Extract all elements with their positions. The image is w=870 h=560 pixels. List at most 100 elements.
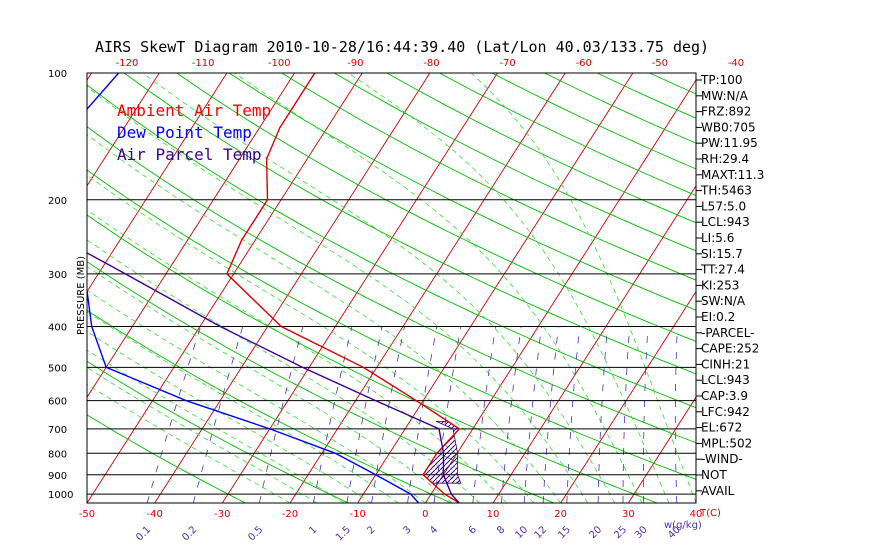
top-temperature-tick-label: -110: [192, 58, 215, 69]
dry-adiabat-line: [281, 73, 696, 281]
bottom-temperature-tick-label: -30: [214, 509, 230, 520]
bottom-temperature-tick-label: 40: [690, 509, 703, 520]
stability-index: MW:N/A: [701, 89, 749, 103]
legend-air-parcel-temp: Air Parcel Temp: [117, 145, 262, 164]
mixing-ratio-line: [523, 326, 542, 503]
bottom-temperature-tick-label: -50: [79, 509, 95, 520]
stability-index: MAXT:11.3: [701, 168, 764, 182]
dry-adiabat-line: [123, 73, 696, 375]
moist-adiabat-line: [142, 73, 616, 503]
pressure-tick-label: 500: [48, 363, 67, 374]
moist-adiabat-line: [87, 311, 399, 503]
dry-adiabat-line: [87, 309, 452, 503]
mixing-ratio-tick-label: 10: [514, 524, 531, 541]
ambient-air-temp-line: [226, 73, 461, 503]
stability-index: TP:100: [700, 73, 743, 87]
stability-index: EL:672: [701, 421, 742, 435]
stability-index: CAPE:252: [701, 342, 759, 356]
moist-adiabat-line: [234, 73, 643, 503]
mixing-ratio-tick-label: 0.5: [246, 524, 265, 543]
isotherm-line: [627, 396, 696, 503]
pressure-tick-label: 1000: [48, 490, 73, 501]
mixing-ratio-tick-label: 1.5: [334, 524, 353, 543]
top-temperature-tick-label: -120: [116, 58, 139, 69]
isotherm-line: [492, 184, 696, 503]
dry-adiabat-line: [87, 414, 246, 503]
pressure-tick-label: 300: [48, 270, 67, 281]
mixing-ratio-line: [472, 326, 496, 503]
moist-adiabat-line: [87, 174, 534, 503]
dry-adiabat-line: [87, 84, 696, 409]
mixing-ratio-line: [258, 326, 304, 503]
mixing-ratio-line: [346, 326, 383, 503]
stability-index: AVAIL: [701, 484, 735, 498]
dry-adiabat-line: [439, 73, 696, 196]
mixing-ratio-line: [597, 326, 608, 503]
stability-index: FRZ:892: [701, 105, 751, 119]
isotherm-line: [87, 73, 160, 187]
dry-adiabat-line: [87, 261, 555, 503]
isotherm-line: [560, 290, 696, 503]
isotherm-line: [87, 73, 363, 503]
y-axis-label: PRESSURE (MB): [76, 256, 87, 335]
dry-adiabat-line: [228, 73, 696, 311]
mixing-ratio-tick-label: 0.1: [134, 524, 153, 543]
dry-adiabat-line: [860, 73, 870, 503]
stability-index: LCL:943: [701, 373, 750, 387]
mixing-ratio-line: [674, 326, 678, 503]
stability-index: TT:27.4: [700, 263, 745, 277]
mixing-ratio-line: [371, 326, 405, 503]
isotherm-line: [424, 79, 696, 503]
air-parcel-temp-line: [87, 252, 460, 503]
stability-index: MPL:502: [701, 436, 752, 450]
pressure-tick-label: 600: [48, 397, 67, 408]
moist-adiabat-line: [87, 265, 453, 503]
top-temperature-tick-label: -80: [423, 58, 439, 69]
pressure-tick-label: 200: [48, 196, 67, 207]
stability-index: KI:253: [701, 278, 739, 292]
moist-adiabat-line: [87, 349, 345, 503]
stability-index: CAP:3.9: [701, 389, 748, 403]
chart-title: AIRS SkewT Diagram 2010-10-28/16:44:39.4…: [95, 38, 709, 56]
mixing-ratio-tick-label: 15: [556, 524, 573, 541]
stability-index: -WIND-: [701, 452, 743, 466]
isotherm-line: [154, 73, 431, 503]
moist-adiabat-line: [348, 73, 670, 503]
moist-adiabat-line: [87, 330, 372, 503]
bottom-temperature-tick-label: 10: [487, 509, 500, 520]
mixing-ratio-tick-label: 30: [633, 524, 650, 541]
top-temperature-tick-label: -40: [728, 58, 744, 69]
stability-index: NOT: [701, 468, 727, 482]
mixing-ratio-line: [313, 326, 353, 503]
dry-adiabat-line: [87, 126, 696, 444]
moist-adiabat-line: [87, 209, 507, 503]
stability-index: SI:15.7: [701, 247, 743, 261]
isotherm-line: [87, 73, 228, 293]
pressure-tick-label: 100: [48, 69, 67, 80]
dry-adiabat-line: [807, 73, 870, 503]
dry-adiabat-line: [491, 73, 696, 170]
moist-adiabat-line: [87, 134, 562, 503]
stability-index: WB0:705: [701, 120, 756, 134]
bottom-temperature-tick-label: 20: [554, 509, 567, 520]
top-temperature-tick-label: -100: [268, 58, 291, 69]
moist-adiabat-line: [87, 367, 318, 503]
mixing-ratio-line: [542, 326, 559, 503]
mixing-ratio-tick-label: 1: [307, 524, 319, 536]
isotherm-line: [289, 73, 566, 503]
moist-adiabat-line: [87, 86, 589, 503]
top-temperature-tick-label: -60: [576, 58, 592, 69]
isotherm-line: [87, 73, 295, 399]
dry-adiabat-line: [87, 214, 658, 503]
isotherm-line: [0, 73, 24, 503]
stability-index: L57:5.0: [701, 199, 746, 213]
legend: Ambient Air Temp Dew Point Temp Air Parc…: [117, 101, 271, 164]
bottom-temperature-tick-label: 30: [622, 509, 635, 520]
mixing-ratio-line: [643, 326, 649, 503]
legend-dew-point-temp: Dew Point Temp: [117, 123, 252, 142]
stability-index: RH:29.4: [701, 152, 749, 166]
mixing-ratio-tick-label: 6: [467, 524, 479, 536]
